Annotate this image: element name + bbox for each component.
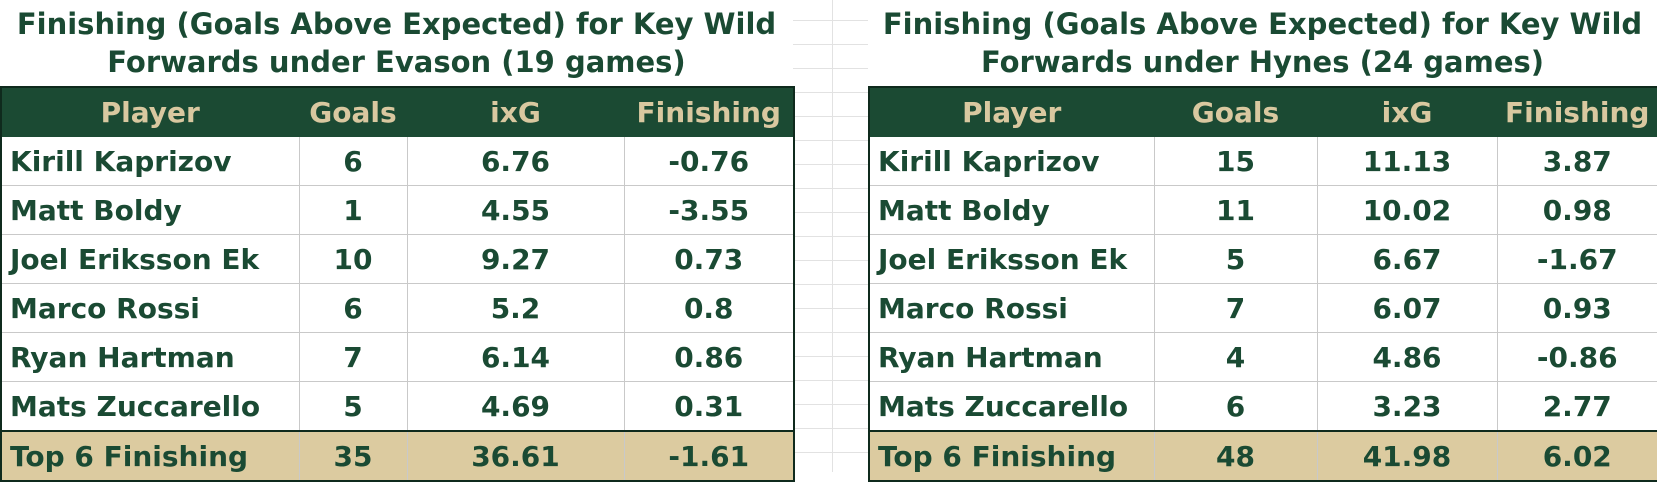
finishing-cell: 0.8 xyxy=(623,283,795,333)
ixg-cell: 6.76 xyxy=(406,136,625,186)
header-row: Player Goals ixG Finishing xyxy=(868,86,1657,137)
evason-title-line1: Finishing (Goals Above Expected) for Key… xyxy=(16,7,777,41)
table-row: Matt Boldy 11 10.02 0.98 xyxy=(868,185,1657,235)
goals-cell: 1 xyxy=(298,185,408,235)
table-row: Matt Boldy 1 4.55 -3.55 xyxy=(0,185,795,235)
player-name: Ryan Hartman xyxy=(868,332,1155,382)
table-row: Mats Zuccarello 5 4.69 0.31 xyxy=(0,381,795,432)
ixg-cell: 6.07 xyxy=(1316,283,1498,333)
player-name: Ryan Hartman xyxy=(0,332,300,382)
hynes-finishing-table: Player Goals ixG Finishing Kirill Kapriz… xyxy=(868,86,1657,482)
finishing-cell: 2.77 xyxy=(1496,381,1657,432)
header-player: Player xyxy=(0,86,300,137)
total-label: Top 6 Finishing xyxy=(868,430,1155,482)
finishing-cell: 3.87 xyxy=(1496,136,1657,186)
finishing-cell: 0.31 xyxy=(623,381,795,432)
player-name: Joel Eriksson Ek xyxy=(868,234,1155,284)
evason-table-title: Finishing (Goals Above Expected) for Key… xyxy=(0,0,793,86)
player-name: Kirill Kaprizov xyxy=(0,136,300,186)
total-ixg: 36.61 xyxy=(406,430,625,482)
header-row: Player Goals ixG Finishing xyxy=(0,86,795,137)
player-name: Marco Rossi xyxy=(868,283,1155,333)
player-name: Kirill Kaprizov xyxy=(868,136,1155,186)
ixg-cell: 6.14 xyxy=(406,332,625,382)
goals-cell: 4 xyxy=(1153,332,1318,382)
table-row: Kirill Kaprizov 15 11.13 3.87 xyxy=(868,136,1657,186)
table-row: Marco Rossi 6 5.2 0.8 xyxy=(0,283,795,333)
hynes-title-line1: Finishing (Goals Above Expected) for Key… xyxy=(882,7,1643,41)
header-ixg: ixG xyxy=(406,86,625,137)
finishing-cell: -0.76 xyxy=(623,136,795,186)
player-name: Matt Boldy xyxy=(868,185,1155,235)
hynes-title-line2: Forwards under Hynes (24 games) xyxy=(980,45,1545,79)
evason-panel: Finishing (Goals Above Expected) for Key… xyxy=(0,0,795,482)
player-name: Joel Eriksson Ek xyxy=(0,234,300,284)
header-finishing: Finishing xyxy=(1496,86,1657,137)
header-finishing: Finishing xyxy=(623,86,795,137)
total-label: Top 6 Finishing xyxy=(0,430,300,482)
evason-title-line2: Forwards under Evason (19 games) xyxy=(107,45,686,79)
ixg-cell: 3.23 xyxy=(1316,381,1498,432)
finishing-cell: -3.55 xyxy=(623,185,795,235)
goals-cell: 7 xyxy=(298,332,408,382)
goals-cell: 6 xyxy=(298,283,408,333)
goals-cell: 15 xyxy=(1153,136,1318,186)
total-row: Top 6 Finishing 48 41.98 6.02 xyxy=(868,430,1657,482)
ixg-cell: 10.02 xyxy=(1316,185,1498,235)
goals-cell: 5 xyxy=(298,381,408,432)
header-goals: Goals xyxy=(1153,86,1318,137)
table-row: Mats Zuccarello 6 3.23 2.77 xyxy=(868,381,1657,432)
finishing-cell: -0.86 xyxy=(1496,332,1657,382)
ixg-cell: 6.67 xyxy=(1316,234,1498,284)
table-row: Ryan Hartman 7 6.14 0.86 xyxy=(0,332,795,382)
finishing-cell: 0.98 xyxy=(1496,185,1657,235)
ixg-cell: 4.69 xyxy=(406,381,625,432)
total-goals: 35 xyxy=(298,430,408,482)
ixg-cell: 5.2 xyxy=(406,283,625,333)
total-row: Top 6 Finishing 35 36.61 -1.61 xyxy=(0,430,795,482)
ixg-cell: 4.55 xyxy=(406,185,625,235)
goals-cell: 7 xyxy=(1153,283,1318,333)
hynes-panel: Finishing (Goals Above Expected) for Key… xyxy=(868,0,1657,482)
evason-finishing-table: Player Goals ixG Finishing Kirill Kapriz… xyxy=(0,86,795,482)
total-finishing: -1.61 xyxy=(623,430,795,482)
ixg-cell: 9.27 xyxy=(406,234,625,284)
header-ixg: ixG xyxy=(1316,86,1498,137)
finishing-cell: 0.86 xyxy=(623,332,795,382)
table-row: Joel Eriksson Ek 5 6.67 -1.67 xyxy=(868,234,1657,284)
goals-cell: 5 xyxy=(1153,234,1318,284)
table-row: Kirill Kaprizov 6 6.76 -0.76 xyxy=(0,136,795,186)
player-name: Matt Boldy xyxy=(0,185,300,235)
player-name: Marco Rossi xyxy=(0,283,300,333)
goals-cell: 10 xyxy=(298,234,408,284)
player-name: Mats Zuccarello xyxy=(868,381,1155,432)
finishing-cell: -1.67 xyxy=(1496,234,1657,284)
finishing-cell: 0.73 xyxy=(623,234,795,284)
header-player: Player xyxy=(868,86,1155,137)
finishing-cell: 0.93 xyxy=(1496,283,1657,333)
table-row: Joel Eriksson Ek 10 9.27 0.73 xyxy=(0,234,795,284)
goals-cell: 6 xyxy=(298,136,408,186)
ixg-cell: 11.13 xyxy=(1316,136,1498,186)
goals-cell: 11 xyxy=(1153,185,1318,235)
table-row: Marco Rossi 7 6.07 0.93 xyxy=(868,283,1657,333)
hynes-table-title: Finishing (Goals Above Expected) for Key… xyxy=(868,0,1657,86)
header-goals: Goals xyxy=(298,86,408,137)
total-finishing: 6.02 xyxy=(1496,430,1657,482)
player-name: Mats Zuccarello xyxy=(0,381,300,432)
table-row: Ryan Hartman 4 4.86 -0.86 xyxy=(868,332,1657,382)
goals-cell: 6 xyxy=(1153,381,1318,432)
total-ixg: 41.98 xyxy=(1316,430,1498,482)
total-goals: 48 xyxy=(1153,430,1318,482)
ixg-cell: 4.86 xyxy=(1316,332,1498,382)
